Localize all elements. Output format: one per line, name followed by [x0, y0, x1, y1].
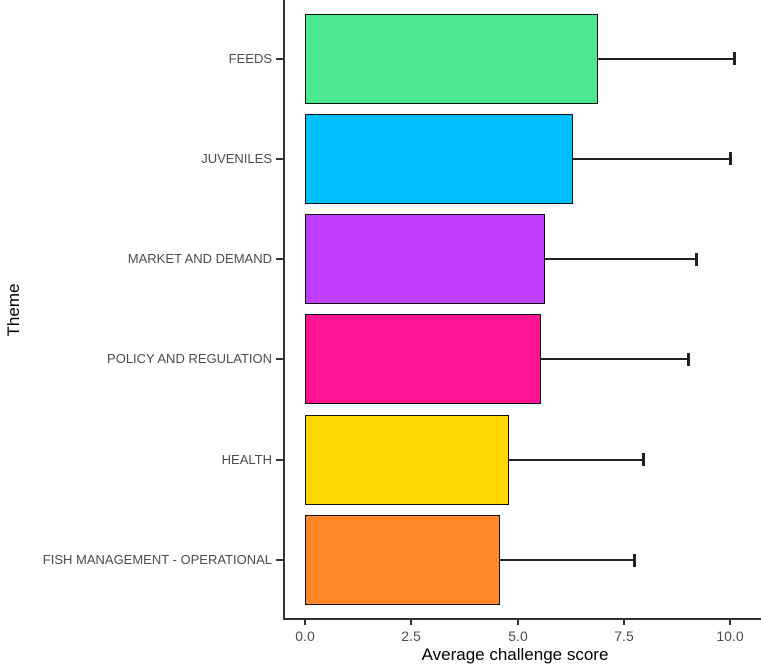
x-tick-label: 5.0 [508, 628, 528, 644]
x-tick-label: 0.0 [295, 628, 315, 644]
y-tick [276, 559, 283, 561]
x-tick [517, 619, 519, 625]
x-tick-label: 10.0 [716, 628, 744, 644]
y-tick-label: FEEDS [228, 50, 272, 66]
errorbar-line [573, 157, 730, 160]
x-tick-label: 7.5 [614, 628, 634, 644]
x-tick [729, 619, 731, 625]
x-tick [623, 619, 625, 625]
errorbar-line [509, 458, 643, 461]
errorbar-line [541, 358, 688, 361]
bar-policy-and-regulation [305, 314, 541, 405]
y-tick [276, 57, 283, 60]
x-tick-label: 2.5 [401, 628, 421, 644]
x-axis-title: Average challenge score [421, 645, 609, 664]
bar-health [305, 414, 509, 505]
bar-feeds [305, 13, 598, 104]
y-tick-label: HEALTH [221, 451, 272, 467]
y-tick-label: JUVENILES [201, 150, 272, 166]
y-tick [276, 157, 283, 160]
bar-juveniles [305, 113, 573, 204]
x-tick [304, 619, 306, 625]
errorbar-line [598, 57, 734, 60]
bar-fish-management-operational [305, 515, 500, 605]
y-tick [276, 358, 283, 361]
errorbar-line [500, 559, 634, 561]
y-tick [276, 258, 283, 261]
y-tick-label: FISH MANAGEMENT - OPERATIONAL [42, 552, 272, 567]
errorbar-cap [729, 152, 732, 166]
x-tick [410, 619, 412, 625]
bar-market-and-demand [305, 214, 545, 305]
y-axis-title: Theme [4, 283, 23, 337]
x-axis-line [283, 618, 761, 620]
errorbar-cap [633, 553, 636, 567]
y-axis-line [283, 0, 285, 620]
errorbar-cap [733, 52, 736, 65]
y-tick-label: MARKET AND DEMAND [127, 251, 272, 267]
errorbar-line [545, 258, 696, 261]
errorbar-cap [642, 453, 645, 467]
errorbar-cap [687, 352, 690, 366]
y-tick-label: POLICY AND REGULATION [107, 351, 272, 367]
errorbar-cap [695, 252, 698, 266]
y-tick [276, 458, 283, 461]
